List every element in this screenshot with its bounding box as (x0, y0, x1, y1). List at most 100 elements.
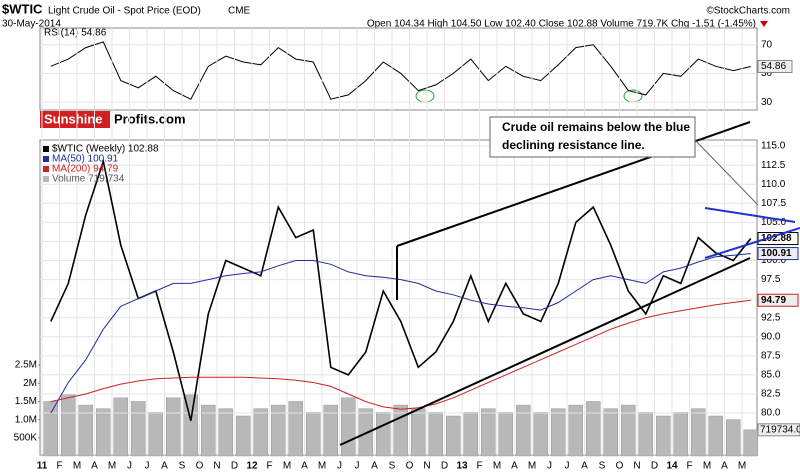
logo-left: Sunshine (44, 111, 103, 126)
x-tick-label: 14 (666, 461, 678, 472)
y-tick-label: 105.0 (761, 217, 786, 228)
exchange: CME (228, 6, 251, 17)
x-tick-label: M (738, 461, 746, 472)
volume-bar (78, 404, 93, 457)
x-tick-label: M (73, 461, 81, 472)
callout-text: Crude oil remains below the blue (502, 120, 690, 134)
y-tick-label: 2.5M (15, 360, 37, 371)
line (50, 158, 752, 421)
copyright: ©StockCharts.com (706, 6, 790, 17)
x-tick-label: A (581, 461, 588, 472)
y-tick-label: 80.0 (761, 408, 781, 419)
last-value: 94.79 (761, 295, 786, 306)
y-tick-label: 2M (23, 378, 37, 389)
volume-bar (131, 401, 146, 457)
volume-bar (551, 408, 566, 457)
volume-bar (586, 401, 601, 457)
quote: Open 104.34 High 104.50 Low 102.40 Close… (367, 19, 756, 30)
y-tick-label: 30 (761, 97, 773, 108)
x-tick-label: O (196, 461, 204, 472)
logo-right: Profits.com (114, 111, 186, 126)
volume-bar (446, 415, 461, 457)
symbol: $WTIC (2, 1, 43, 16)
volume-bar (96, 408, 111, 457)
down-arrow (760, 21, 768, 27)
x-tick-label: 11 (37, 461, 48, 472)
x-tick-label: N (213, 461, 220, 472)
volume-bar (306, 412, 321, 457)
date: 30-May-2014 (2, 19, 61, 30)
x-tick-label: J (127, 461, 132, 472)
x-tick-label: M (108, 461, 116, 472)
y-tick-label: 110.0 (761, 179, 786, 190)
volume-bar (533, 412, 548, 457)
x-tick-label: O (616, 461, 624, 472)
volume-bar (288, 401, 303, 457)
y-tick-label: 500K (14, 432, 38, 443)
x-tick-label: D (441, 461, 448, 472)
volume-bar (253, 408, 268, 457)
x-tick-label: A (301, 461, 308, 472)
y-tick-label: 50 (761, 68, 773, 79)
y-tick-label: 107.5 (761, 198, 786, 209)
x-tick-label: A (371, 461, 378, 472)
x-tick-label: J (145, 461, 150, 472)
x-tick-label: J (355, 461, 360, 472)
x-tick-label: 13 (456, 461, 468, 472)
volume-bar (481, 408, 496, 457)
legend-swatch (43, 146, 49, 152)
y-tick-label: 70 (761, 39, 773, 50)
trendline (704, 227, 800, 259)
trendline (339, 257, 751, 446)
volume-bar (428, 412, 443, 457)
line (50, 299, 751, 410)
callout-pointer (694, 139, 759, 206)
x-tick-label: S (389, 461, 396, 472)
y-tick-label: 1.5M (15, 396, 37, 407)
x-tick-label: A (511, 461, 518, 472)
x-tick-label: D (651, 461, 658, 472)
volume-bar (411, 408, 426, 457)
x-tick-label: J (337, 461, 342, 472)
volume-bar (43, 401, 58, 457)
line (50, 253, 751, 414)
legend-label: Volume 719,734 (52, 174, 125, 185)
volume-bar (323, 404, 338, 457)
x-tick-label: M (318, 461, 326, 472)
legend-label: MA(50) 100.91 (52, 154, 119, 165)
last-value: 719734.0 (760, 424, 800, 435)
y-tick-label: 100.0 (761, 255, 786, 266)
callout-text: declining resistance line. (502, 138, 645, 152)
y-tick-label: 85.0 (761, 370, 781, 381)
x-tick-label: J (547, 461, 552, 472)
y-tick-label: 90.0 (761, 331, 781, 342)
legend-label: MA(200) 94.79 (52, 164, 119, 175)
x-tick-label: S (179, 461, 186, 472)
y-tick-label: 87.5 (761, 350, 781, 361)
trendline (704, 207, 796, 223)
x-tick-label: A (91, 461, 98, 472)
last-value-box (757, 423, 800, 437)
volume-bar (568, 404, 583, 457)
volume-bar (236, 415, 251, 457)
y-tick-label: 82.5 (761, 389, 781, 400)
volume-bar (726, 419, 741, 457)
volume-bar (498, 412, 513, 457)
line (50, 41, 751, 100)
y-tick-label: 97.5 (761, 274, 781, 285)
volume-bar (201, 404, 216, 457)
x-tick-label: M (703, 461, 711, 472)
x-tick-label: F (266, 461, 272, 472)
y-tick-label: 112.5 (761, 160, 786, 171)
volume-bar (113, 397, 128, 457)
y-tick-label: 1.0M (15, 414, 37, 425)
y-tick-label: 115.0 (761, 141, 786, 152)
x-tick-label: A (721, 461, 728, 472)
volume-bar (166, 397, 181, 457)
x-tick-label: A (161, 461, 168, 472)
x-tick-label: F (686, 461, 692, 472)
x-tick-label: M (528, 461, 536, 472)
volume-bar (708, 415, 723, 457)
